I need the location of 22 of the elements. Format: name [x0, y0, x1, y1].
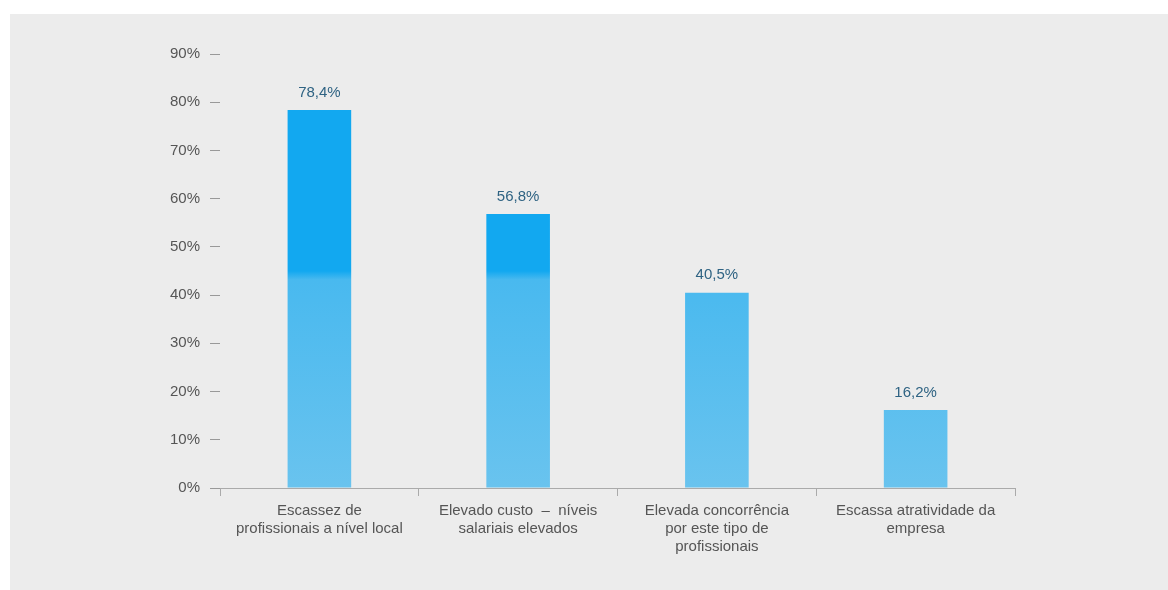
bar	[486, 214, 550, 488]
y-tick-label: 10%	[169, 429, 201, 447]
y-tick-label: 90%	[169, 44, 201, 62]
bar	[883, 409, 948, 488]
y-tick-label: 70%	[169, 140, 201, 158]
y-tick-label: 0%	[178, 478, 201, 496]
data-label: 78,4%	[298, 82, 341, 100]
data-label: 56,8%	[496, 186, 540, 204]
bar	[287, 109, 352, 488]
y-tick-label: 50%	[169, 237, 201, 255]
x-tick-label: Escassez de profissionais a nível local	[236, 501, 403, 537]
bar	[685, 292, 749, 488]
y-tick-label: 30%	[169, 333, 201, 351]
x-tick-label: Elevado custo – níveis salariais elevados	[438, 501, 598, 537]
data-label: 16,2%	[894, 382, 937, 400]
y-tick-label: 60%	[169, 188, 201, 206]
data-label: 40,5%	[695, 265, 739, 283]
x-tick-label: Elevada concorrência por este tipo de profissionais	[644, 501, 790, 555]
x-tick-label: Escassa atratividade da empresa	[835, 501, 996, 537]
y-tick-label: 20%	[169, 381, 201, 399]
y-tick-label: 40%	[169, 285, 201, 303]
y-tick-label: 80%	[169, 92, 201, 110]
